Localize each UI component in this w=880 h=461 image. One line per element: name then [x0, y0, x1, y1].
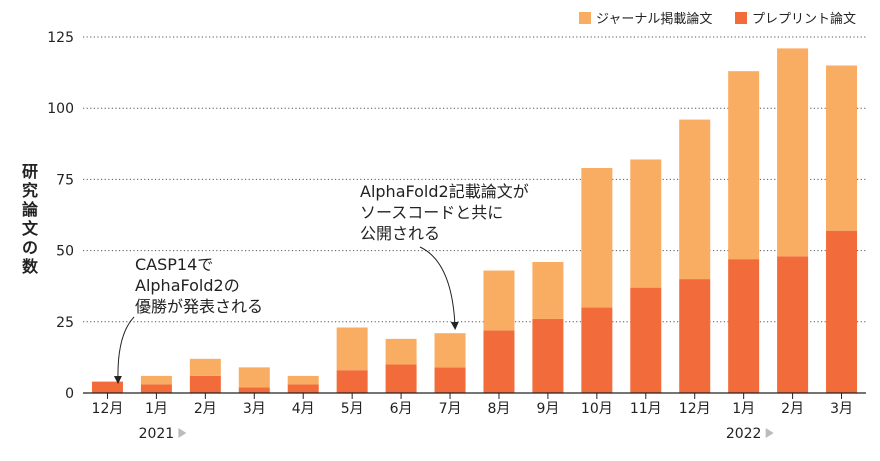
y-tick-label: 25: [56, 315, 74, 331]
bar-segment-series0-2: [189, 375, 221, 393]
bar-segment-series0-9: [532, 318, 564, 393]
bar-segment-series0-3: [238, 387, 270, 393]
bar-segment-series1-10: [581, 168, 613, 308]
x-tick-label: 12月: [679, 401, 711, 417]
legend-label-series1: ジャーナル掲載論文: [596, 11, 712, 27]
legend-swatch-series0: [735, 12, 747, 24]
x-tick-label: 3月: [830, 401, 853, 417]
bar-segment-series1-14: [777, 48, 809, 257]
y-tick-label: 75: [56, 172, 74, 188]
axes: 0 25 50 75 100 125 12月 1月 2月 3月 4月 5月 6月 7月 8月 9月 10月 11月…: [47, 30, 866, 442]
y-tick-label: 100: [47, 101, 74, 117]
bar-segment-series0-13: [728, 259, 760, 393]
x-tick-label: 6月: [390, 401, 413, 417]
year-label-2021: 2021: [139, 426, 175, 442]
x-tick-label: 2月: [781, 401, 804, 417]
y-tick-label: 0: [65, 386, 74, 402]
bar-segment-series1-7: [434, 333, 466, 368]
bar-segment-series1-11: [630, 159, 662, 288]
bar-segment-series1-5: [336, 327, 368, 371]
bar-segment-series1-4: [287, 375, 319, 385]
year-arrow-icon: [765, 428, 774, 438]
bar-segment-series0-4: [287, 384, 319, 393]
bar-segment-series0-12: [679, 279, 711, 393]
bar-segment-series1-1: [140, 375, 172, 385]
annotation-arrow-1: [419, 246, 459, 330]
x-tick-label: 2月: [194, 401, 217, 417]
bar-segment-series0-8: [483, 330, 515, 393]
bar-segment-series0-6: [385, 364, 417, 393]
annotation-text-0: CASP14で AlphaFold2の優勝が発表される: [135, 255, 263, 316]
year-arrow-icon: [178, 428, 187, 438]
annotations: CASP14で AlphaFold2の優勝が発表される AlphaFold2記載論文…: [113, 182, 529, 384]
bar-segment-series1-15: [826, 65, 858, 231]
x-tick-label: 11月: [630, 401, 662, 417]
x-tick-label: 9月: [536, 401, 559, 417]
bar-segment-series1-9: [532, 261, 564, 319]
bar-segment-series0-14: [777, 256, 809, 393]
x-tick-label: 1月: [732, 401, 755, 417]
x-tick-label: 12月: [92, 401, 124, 417]
x-tick-label: 8月: [488, 401, 511, 417]
bar-segment-series1-2: [189, 358, 221, 376]
legend: ジャーナル掲載論文 プレプリント論文: [579, 11, 856, 27]
annotation-text-1: AlphaFold2記載論文がソースコードと共に公開される: [360, 182, 529, 243]
bar-segment-series0-0: [91, 381, 123, 393]
x-tick-label: 1月: [145, 401, 168, 417]
bar-segment-series1-6: [385, 338, 417, 365]
legend-swatch-series1: [579, 12, 591, 24]
bar-segment-series0-10: [581, 307, 613, 393]
y-axis-label: 研究論文の数: [22, 162, 39, 276]
y-axis-title: 研究論文の数: [22, 162, 39, 276]
x-tick-label: 3月: [243, 401, 266, 417]
x-tick-label: 4月: [292, 401, 315, 417]
annotation-arrow-0: [113, 316, 135, 384]
bar-segment-series0-11: [630, 287, 662, 393]
x-tick-label: 5月: [341, 401, 364, 417]
y-tick-label: 125: [47, 30, 74, 46]
x-tick-label: 10月: [581, 401, 613, 417]
bar-segment-series1-3: [238, 367, 270, 388]
bar-segment-series0-7: [434, 367, 466, 393]
bar-segment-series0-1: [140, 384, 172, 393]
bar-segment-series0-15: [826, 230, 858, 393]
legend-label-series0: プレプリント論文: [752, 11, 856, 27]
bar-segment-series0-5: [336, 370, 368, 393]
y-tick-label: 50: [56, 244, 74, 260]
bar-segment-series1-13: [728, 71, 760, 260]
x-tick-label: 7月: [439, 401, 462, 417]
bar-segment-series1-8: [483, 270, 515, 331]
bars: [91, 48, 858, 393]
year-label-2022: 2022: [726, 426, 762, 442]
bar-segment-series1-12: [679, 119, 711, 280]
